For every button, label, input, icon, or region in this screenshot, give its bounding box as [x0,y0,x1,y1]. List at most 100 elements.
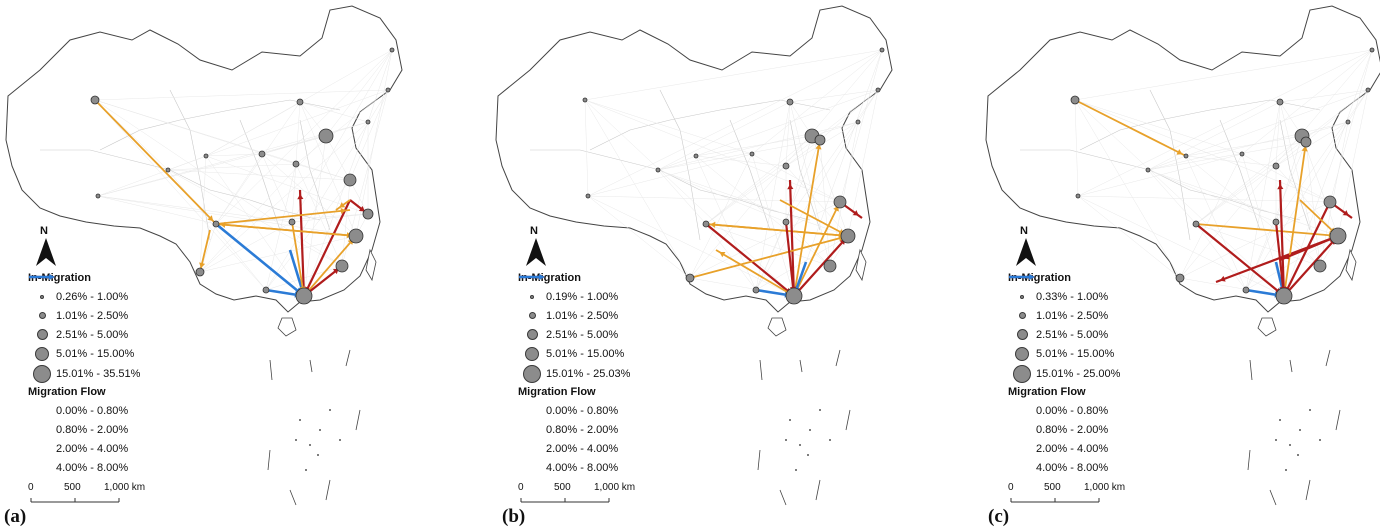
minor-flow-line [215,153,263,225]
province-node [693,153,699,159]
scale-bar-line [1010,498,1100,503]
in-migration-class-2: 1.01% - 2.50% [56,309,129,322]
province-node [295,287,313,305]
minor-flow-line [1241,49,1373,155]
minor-flow-line [167,169,343,267]
migration-flow-title: Migration Flow [518,386,596,398]
minor-flow-line [295,89,389,165]
minor-flow-line [1279,89,1369,103]
flows-b [584,49,883,298]
minor-flow-line [829,121,859,267]
province-node [1276,98,1284,106]
legend-b: In-Migration 0.19% - 1.00% 1.01% - 2.50%… [518,272,630,477]
minor-flow-line [367,49,393,123]
minor-flow-line [755,235,849,291]
scale-label-0: 0 [1008,482,1014,493]
scale-label-500: 500 [554,482,571,493]
scale-label-1000: 1,000 km [104,482,146,493]
flow-arrowhead [358,205,365,212]
flow-line [715,249,795,297]
minor-flow-line [1275,141,1307,167]
flow-line [793,139,821,297]
minor-flow-line [1241,153,1285,297]
province-node [685,273,695,283]
province-node [288,218,296,226]
minor-flow-line [819,89,879,141]
minor-flow-line [97,195,217,225]
minor-flow-line [205,155,305,297]
scale-label-0: 0 [28,482,34,493]
minor-flow-line [705,135,813,225]
node-size-icon [530,294,534,299]
minor-flow-line [215,49,393,225]
minor-flow-line [1147,169,1277,223]
node-size-icon [38,312,46,319]
minor-flow-line [94,99,267,291]
province-node [585,193,591,199]
minor-flow-line [1275,101,1281,167]
minor-flow-line [1074,99,1181,279]
flow-arrow-icon [29,274,55,280]
province-node [203,153,209,159]
province-node [1145,167,1151,173]
minor-flow-line [1241,153,1331,203]
minor-flow-line [1195,223,1321,267]
province-node [258,150,266,158]
flow-class-1: 0.00% - 0.80% [546,404,619,417]
minor-flow-line [1275,121,1349,167]
minor-flow-line [215,101,301,225]
north-arrow-label: N [530,225,538,237]
flow-line [793,235,849,297]
province-node [785,287,803,305]
minor-flow-line [839,49,883,203]
flow-line [303,235,357,297]
minor-flow-line [265,179,351,291]
flow-arrowhead [207,215,214,222]
scale-label-500: 500 [64,482,81,493]
nodes-a [90,47,395,305]
minor-flow-line [789,101,831,267]
map-panel-c: N In-Migration 0.33% - 1.00% 1.01% - 2.5… [980,0,1380,530]
province-node [1369,47,1375,53]
minor-flow-line [1179,153,1243,279]
province-node [212,220,220,228]
province-node [348,228,364,244]
minor-flow-line [705,165,787,225]
minor-flow-line [1245,101,1281,291]
province-node [875,87,881,93]
minor-flow-line [751,49,883,155]
node-size-icon [1013,364,1031,383]
panel-label-b: (b) [502,506,526,527]
flow-arrow-icon [519,274,545,280]
minor-flow-line [1185,135,1303,157]
province-node [702,220,710,228]
minor-flow-line [1275,165,1339,237]
in-migration-class-5: 15.01% - 25.00% [1036,367,1121,380]
minor-flow-line [1275,221,1321,267]
flow-arrowhead [1301,145,1308,152]
province-node [1239,151,1245,157]
province-node [362,208,374,220]
minor-flow-line [695,89,879,157]
minor-flow-line [1185,155,1247,291]
minor-flow-line [785,101,791,167]
minor-flow-line [793,49,883,297]
province-node [655,167,661,173]
minor-flow-line [349,89,389,181]
minor-flow-line [167,169,267,291]
node-size-icon [1020,294,1024,299]
flow-line [303,199,351,297]
flow-arrowhead [219,221,226,228]
minor-flow-line [97,195,293,223]
in-migration-class-4: 5.01% - 15.00% [56,347,135,360]
scale-label-0: 0 [518,482,524,493]
in-migration-class-1: 0.33% - 1.00% [1036,290,1109,303]
minor-flow-line [789,89,879,103]
flow-line [1283,235,1339,297]
legend-a: In-Migration 0.26% - 1.00% 1.01% - 2.50%… [28,272,140,477]
province-node [90,95,100,105]
node-size-icon [523,364,541,383]
flow-class-4: 4.00% - 8.00% [1036,461,1109,474]
minor-flow-line [167,163,297,171]
flow-class-3: 2.00% - 4.00% [56,442,129,455]
